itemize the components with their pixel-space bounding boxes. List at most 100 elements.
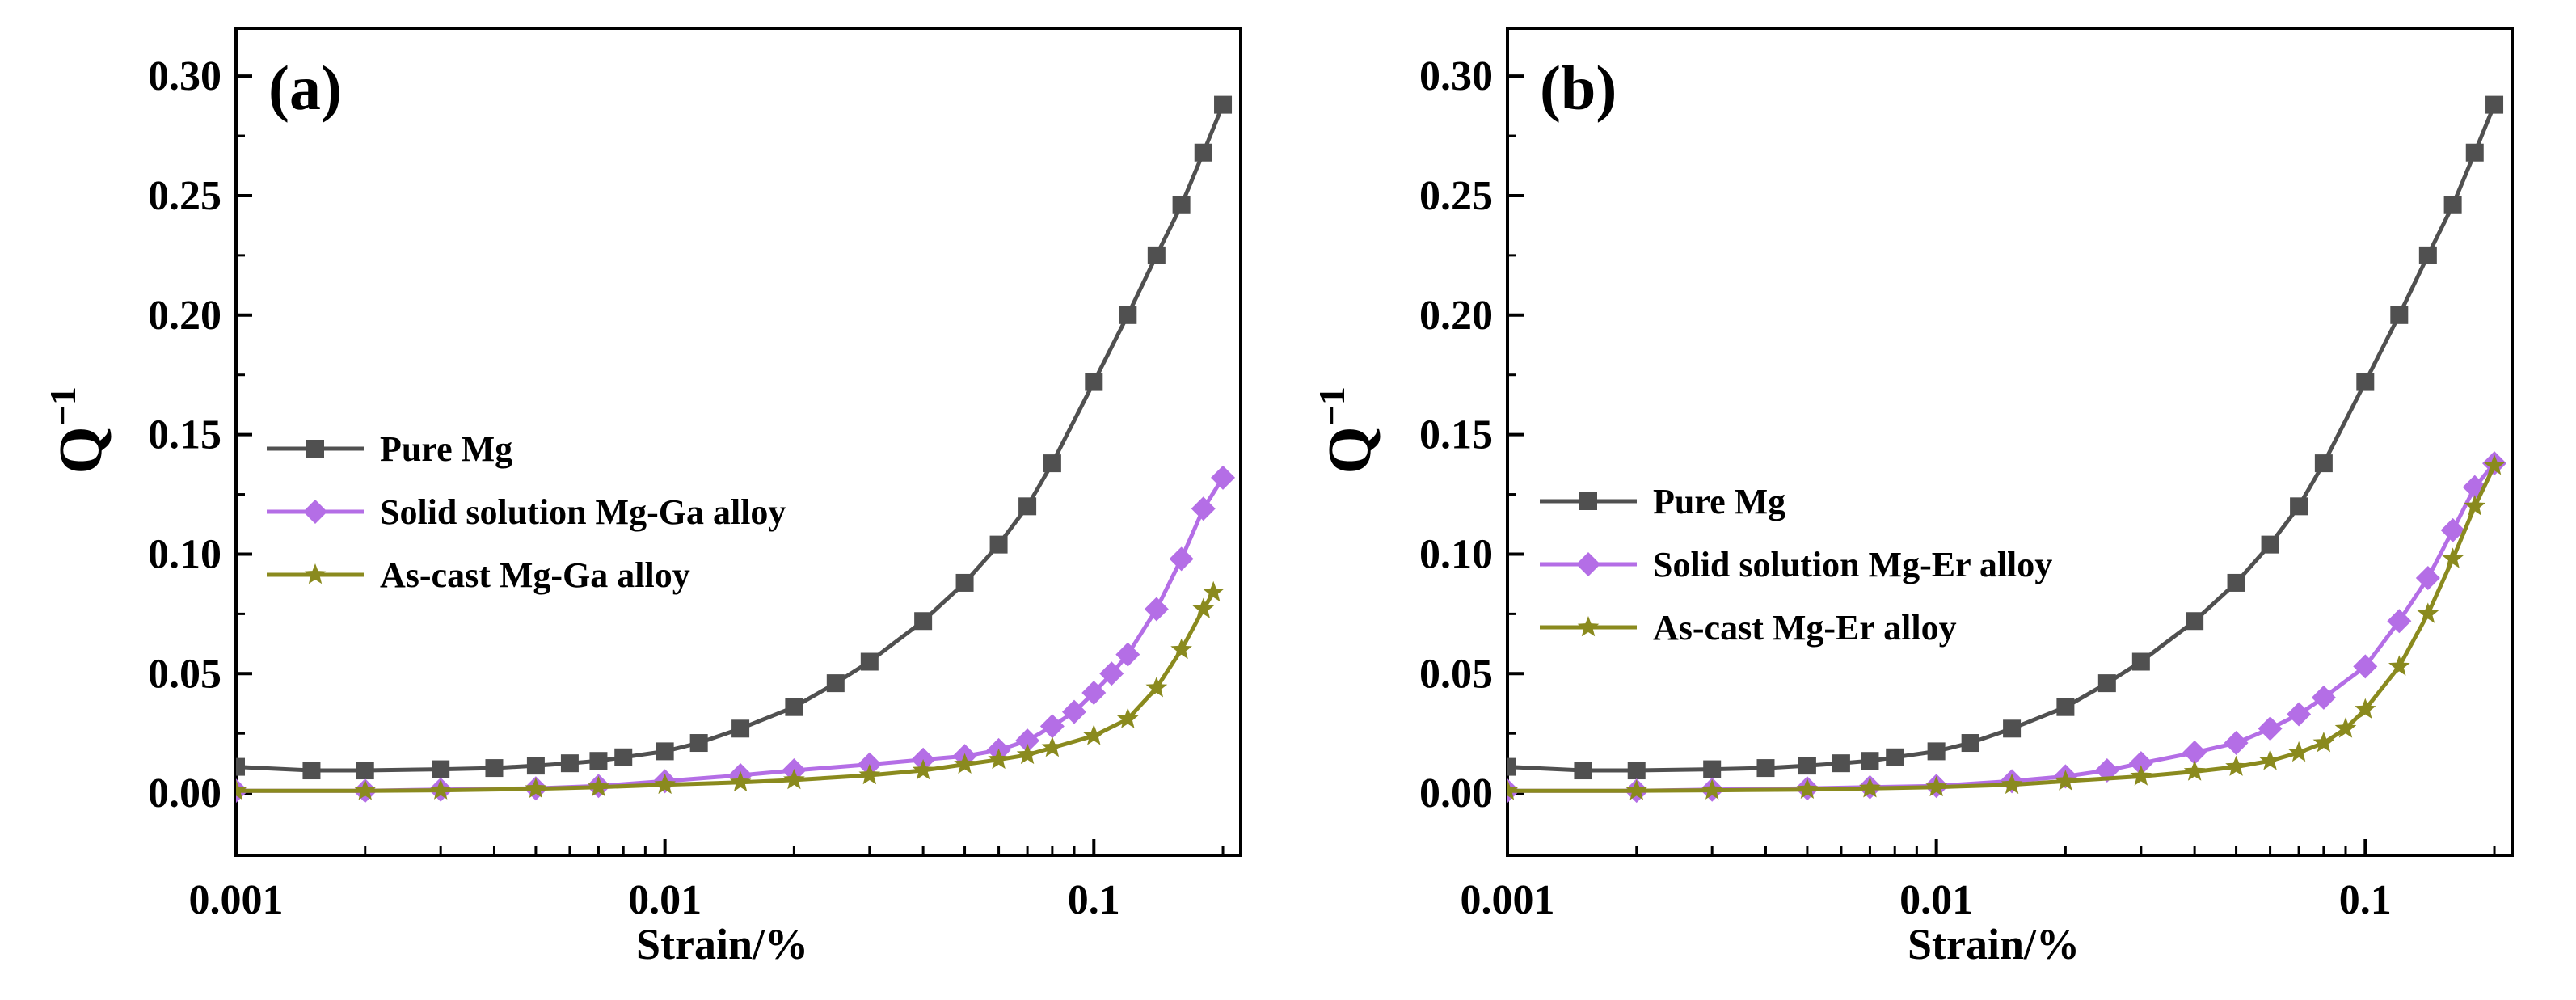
legend-label: As-cast Mg-Er alloy <box>1653 608 1957 648</box>
data-point <box>783 768 805 790</box>
y-tick-label: 0.25 <box>148 173 221 219</box>
x-tick-label: 0.1 <box>1068 877 1120 923</box>
data-point <box>1701 778 1723 800</box>
data-point <box>1099 661 1124 686</box>
data-point <box>954 753 976 774</box>
data-point <box>2418 246 2437 264</box>
data-point <box>914 612 933 631</box>
data-point <box>588 775 609 797</box>
legend-label: Solid solution Mg-Er alloy <box>1653 545 2052 584</box>
y-tick-label: 0.10 <box>148 531 221 577</box>
data-point <box>1145 677 1168 698</box>
data-point <box>1796 778 1819 799</box>
data-point <box>1627 762 1646 780</box>
legend-marker <box>304 563 327 584</box>
data-point <box>2128 751 2153 776</box>
y-tick-label: 0.05 <box>148 651 221 697</box>
legend-marker <box>306 440 324 458</box>
data-point <box>1117 707 1139 728</box>
data-point <box>2131 652 2150 671</box>
data-point <box>2224 731 2249 756</box>
legend-marker <box>1577 616 1600 637</box>
panel-label: (a) <box>268 53 342 123</box>
data-point <box>2485 95 2504 114</box>
data-point <box>729 770 752 792</box>
data-point <box>1172 196 1191 214</box>
data-point <box>1018 497 1037 516</box>
y-tick-label: 0.20 <box>148 293 221 339</box>
series-1 <box>1507 95 2504 780</box>
data-point <box>2183 760 2206 781</box>
data-point <box>2483 454 2506 475</box>
series-line <box>1507 103 2497 773</box>
y-tick-label: 0.25 <box>1419 173 1493 219</box>
data-point <box>1062 699 1087 724</box>
x-axis-label: Strain/% <box>1908 920 2080 968</box>
data-point <box>1625 779 1648 800</box>
data-point <box>2055 770 2076 791</box>
data-point <box>1832 754 1850 773</box>
data-point <box>236 779 247 800</box>
legend-marker <box>303 500 327 524</box>
data-point <box>1961 734 1979 753</box>
legend-label: Pure Mg <box>1653 482 1785 521</box>
data-point <box>1798 757 1816 775</box>
data-point <box>1886 748 1904 766</box>
y-tick-label: 0.15 <box>148 412 221 458</box>
data-point <box>2097 674 2116 693</box>
data-point <box>912 759 934 780</box>
data-point <box>354 779 377 800</box>
data-point <box>1169 546 1194 572</box>
data-point <box>1194 143 1212 162</box>
data-point <box>2056 698 2075 716</box>
data-point <box>988 748 1010 770</box>
legend-marker <box>1576 552 1600 576</box>
data-point <box>785 698 803 716</box>
data-point <box>2314 454 2333 473</box>
data-point <box>2440 517 2465 542</box>
data-point <box>1703 760 1722 778</box>
y-tick-label: 0.00 <box>1419 770 1493 816</box>
series-line <box>236 591 1216 793</box>
data-point <box>2311 685 2336 710</box>
data-point <box>1119 306 1137 324</box>
y-tick-label: 0.30 <box>148 53 221 99</box>
y-tick-label: 0.10 <box>1419 531 1493 577</box>
panel-label: (b) <box>1540 53 1617 123</box>
data-point <box>731 719 750 738</box>
y-tick-label: 0.20 <box>1419 293 1493 339</box>
data-point <box>1170 638 1192 660</box>
data-point <box>1756 759 1775 778</box>
data-point <box>1927 742 1946 761</box>
panel-b-chart: 0.00 0.05 0.10 0.15 0.20 0.25 0.30 0.001 0.01 0.1… <box>1311 27 2514 968</box>
data-point <box>2001 773 2023 795</box>
series-1 <box>236 95 1233 780</box>
data-point <box>2312 732 2335 753</box>
series-2 <box>1507 451 2507 804</box>
data-point <box>2227 573 2245 592</box>
data-point <box>2353 654 2378 679</box>
plot-frame <box>1506 27 2514 857</box>
data-point <box>2415 566 2440 591</box>
data-point <box>860 652 879 671</box>
data-point <box>1507 779 1519 800</box>
legend: Pure Mg Solid solution Mg-Er alloy As-cast… <box>1540 482 2052 648</box>
legend-label: As-cast Mg-Ga alloy <box>380 555 690 595</box>
legend: Pure Mg Solid solution Mg-Ga alloy As-cast… <box>267 429 786 595</box>
x-tick-label: 0.001 <box>1461 877 1555 923</box>
x-tick-label: 0.01 <box>1899 877 1973 923</box>
data-point <box>1574 762 1592 780</box>
legend-marker <box>1579 492 1597 510</box>
data-point <box>2003 719 2022 738</box>
data-point <box>525 777 547 799</box>
data-point <box>614 748 633 766</box>
x-tick-label: 0.01 <box>628 877 702 923</box>
y-axis-label: Q−1 <box>42 386 115 474</box>
data-point <box>2356 373 2375 391</box>
data-point <box>1147 246 1166 264</box>
x-axis-label: Strain/% <box>636 920 808 968</box>
data-point <box>1211 465 1236 490</box>
data-point <box>2261 535 2279 554</box>
data-point <box>1115 642 1140 667</box>
data-point <box>1507 757 1516 776</box>
